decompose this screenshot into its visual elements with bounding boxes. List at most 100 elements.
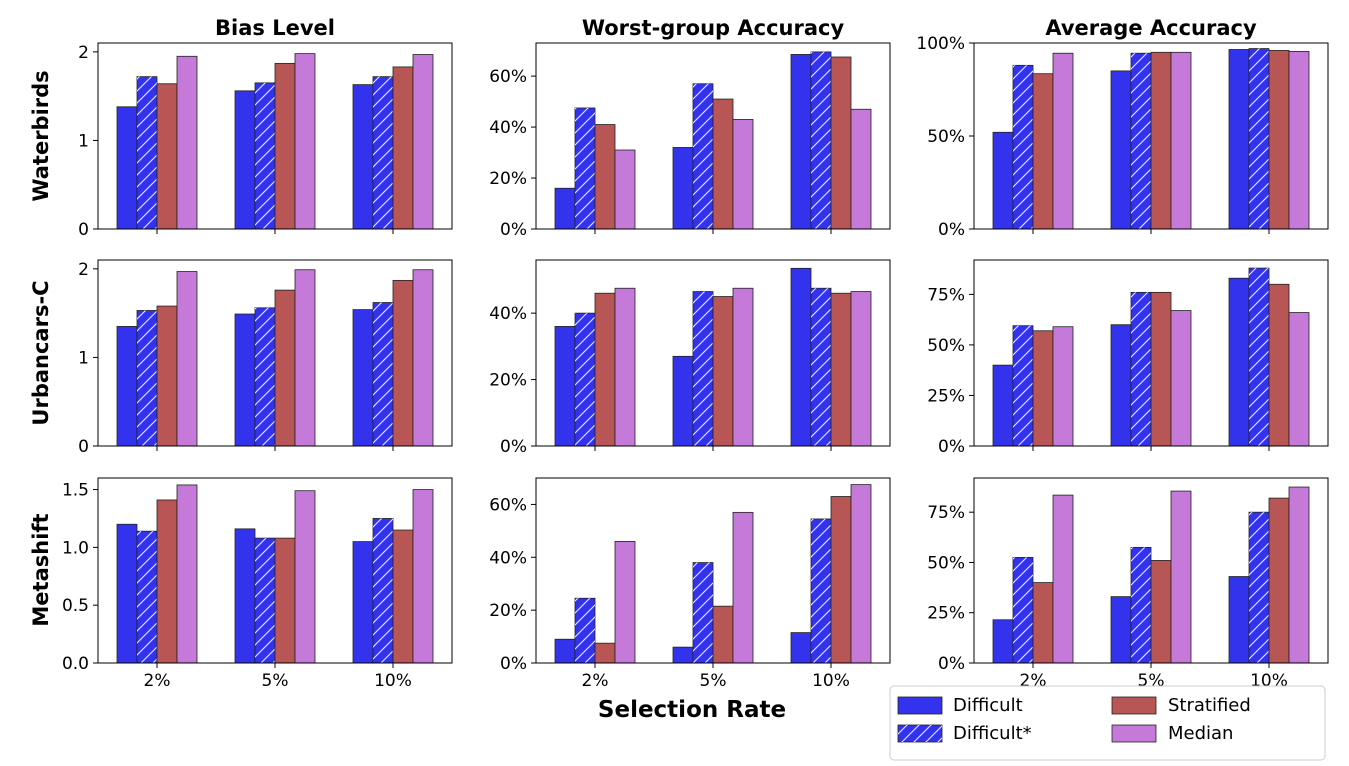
bar-stratified-10	[392, 279, 414, 447]
bar-hatch-difficult-10	[811, 288, 831, 446]
y-tick-label: 75%	[927, 503, 965, 523]
bar-stratified-2	[1032, 73, 1054, 230]
bar-hatch-difficult-10	[811, 51, 831, 229]
y-tick-label: 0%	[500, 654, 527, 674]
bar-median-5	[294, 490, 316, 664]
legend-label-median: Median	[1168, 723, 1233, 744]
legend-swatch-stratified	[1111, 696, 1157, 715]
bar-difficult-5	[672, 355, 694, 447]
bar-difficult-10	[352, 309, 374, 447]
bar-median-2	[614, 149, 636, 230]
bar-difficult-5	[672, 646, 694, 664]
bar-median-10	[850, 108, 872, 230]
y-tick-label: 2	[78, 43, 89, 63]
bar-difficult-10	[352, 84, 374, 230]
bar-stratified-10	[1268, 283, 1290, 447]
bar-hatch-difficult-5	[255, 538, 275, 663]
x-tick-label-5: 5%	[700, 671, 727, 691]
column-title-worst-group-accuracy: Worst-group Accuracy	[582, 16, 845, 40]
bar-difficult-2	[992, 619, 1014, 664]
bar-median-10	[412, 269, 434, 447]
legend-label-difficult: Difficult	[953, 695, 1023, 716]
legend-swatch-difficult	[897, 696, 943, 715]
bar-median-5	[732, 511, 754, 664]
bar-stratified-10	[392, 529, 414, 664]
bar-difficult-2	[554, 326, 576, 447]
bar-difficult-2	[116, 106, 138, 230]
panel-metashift-average-accuracy: 0%25%50%75%2% 5% 10%	[927, 477, 1329, 691]
y-tick-label: 50%	[927, 127, 965, 147]
bar-stratified-5	[712, 296, 734, 447]
y-tick-label: 60%	[489, 67, 527, 87]
y-tick-label: 25%	[927, 386, 965, 406]
y-tick-label: 50%	[927, 336, 965, 356]
y-tick-label: 60%	[489, 495, 527, 515]
y-tick-label: 0%	[938, 654, 965, 674]
bar-median-5	[1170, 51, 1192, 230]
bar-difficult-10	[1228, 49, 1250, 230]
row-title-waterbirds: Waterbirds	[29, 70, 53, 201]
bar-hatch-difficult-5	[1131, 292, 1151, 446]
panel-waterbirds-bias-level: 0 1 2	[78, 42, 453, 240]
bar-difficult-10	[1228, 576, 1250, 664]
bar-hatch-difficult-5	[693, 83, 713, 229]
panel-urbancars-c-average-accuracy: 0% 25% 50% 75%	[927, 259, 1329, 457]
bar-hatch-difficult-10	[373, 302, 393, 446]
bar-difficult-10	[790, 632, 812, 664]
legend-swatch-difficult-star-hatch	[898, 725, 942, 742]
bar-difficult-10	[790, 267, 812, 447]
bar-stratified-10	[1268, 497, 1290, 664]
y-tick-label: 75%	[927, 285, 965, 305]
y-tick-label: 1	[78, 131, 89, 151]
bar-median-2	[614, 287, 636, 447]
bar-stratified-5	[1150, 291, 1172, 447]
y-tick-label: 2	[78, 260, 89, 280]
bar-median-10	[1288, 50, 1310, 230]
legend-label-difficult-star: Difficult*	[953, 723, 1032, 744]
bar-stratified-2	[594, 292, 616, 447]
y-tick-label: 0%	[938, 437, 965, 457]
bar-stratified-10	[392, 66, 414, 230]
y-tick-label: 40%	[489, 304, 527, 324]
bar-stratified-2	[156, 305, 178, 447]
x-tick-label-2: 2%	[144, 671, 171, 691]
x-tick-label-10: 10%	[374, 671, 412, 691]
column-title-average-accuracy: Average Accuracy	[1045, 16, 1257, 40]
bar-hatch-difficult-2	[137, 310, 157, 446]
bar-median-2	[1052, 326, 1074, 447]
bar-hatch-difficult-2	[575, 598, 595, 663]
y-tick-label: 1.0	[62, 538, 89, 558]
bar-stratified-5	[274, 62, 296, 230]
y-tick-label: 40%	[489, 118, 527, 138]
bar-hatch-difficult-5	[693, 291, 713, 446]
bar-difficult-2	[992, 131, 1014, 230]
y-tick-label: 0%	[938, 220, 965, 240]
bar-stratified-5	[712, 605, 734, 664]
bar-median-2	[176, 484, 198, 664]
bar-hatch-difficult-10	[1249, 268, 1269, 446]
x-tick-label-10: 10%	[812, 671, 850, 691]
y-tick-label: 25%	[927, 604, 965, 624]
legend-frame	[889, 685, 1326, 761]
bar-median-5	[294, 269, 316, 447]
bar-stratified-5	[712, 98, 734, 230]
bar-median-10	[412, 54, 434, 230]
y-tick-label: 1.5	[62, 481, 89, 501]
bar-difficult-10	[352, 541, 374, 664]
y-tick-label: 20%	[489, 169, 527, 189]
bar-difficult-5	[672, 147, 694, 230]
bar-stratified-5	[1150, 51, 1172, 230]
bar-difficult-5	[1110, 596, 1132, 664]
y-tick-label: 0	[78, 437, 89, 457]
legend: Difficult Difficult* Stratified Median	[889, 685, 1326, 761]
bar-stratified-10	[1268, 50, 1290, 230]
legend-swatch-median	[1111, 724, 1157, 743]
bar-stratified-2	[594, 642, 616, 664]
bar-median-2	[1052, 494, 1074, 664]
bar-hatch-difficult-2	[575, 313, 595, 446]
bar-difficult-5	[1110, 70, 1132, 230]
bar-median-10	[412, 489, 434, 664]
bar-difficult-2	[554, 187, 576, 230]
bar-stratified-10	[830, 496, 852, 664]
